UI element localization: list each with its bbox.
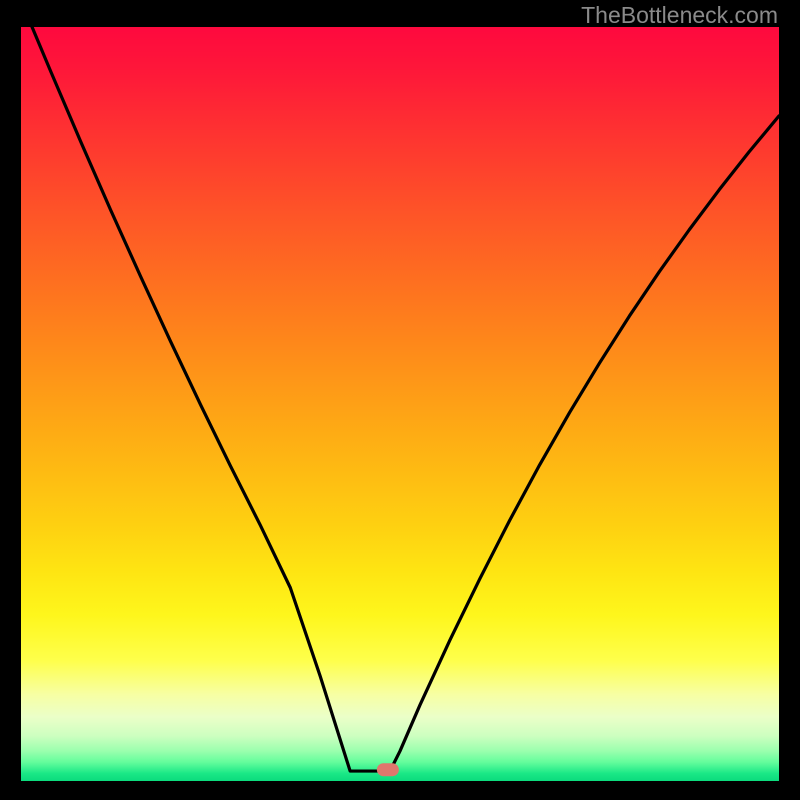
bottleneck-chart xyxy=(0,0,800,800)
plot-background xyxy=(21,27,779,781)
watermark-text: TheBottleneck.com xyxy=(581,2,778,29)
optimal-point-marker xyxy=(377,763,399,776)
